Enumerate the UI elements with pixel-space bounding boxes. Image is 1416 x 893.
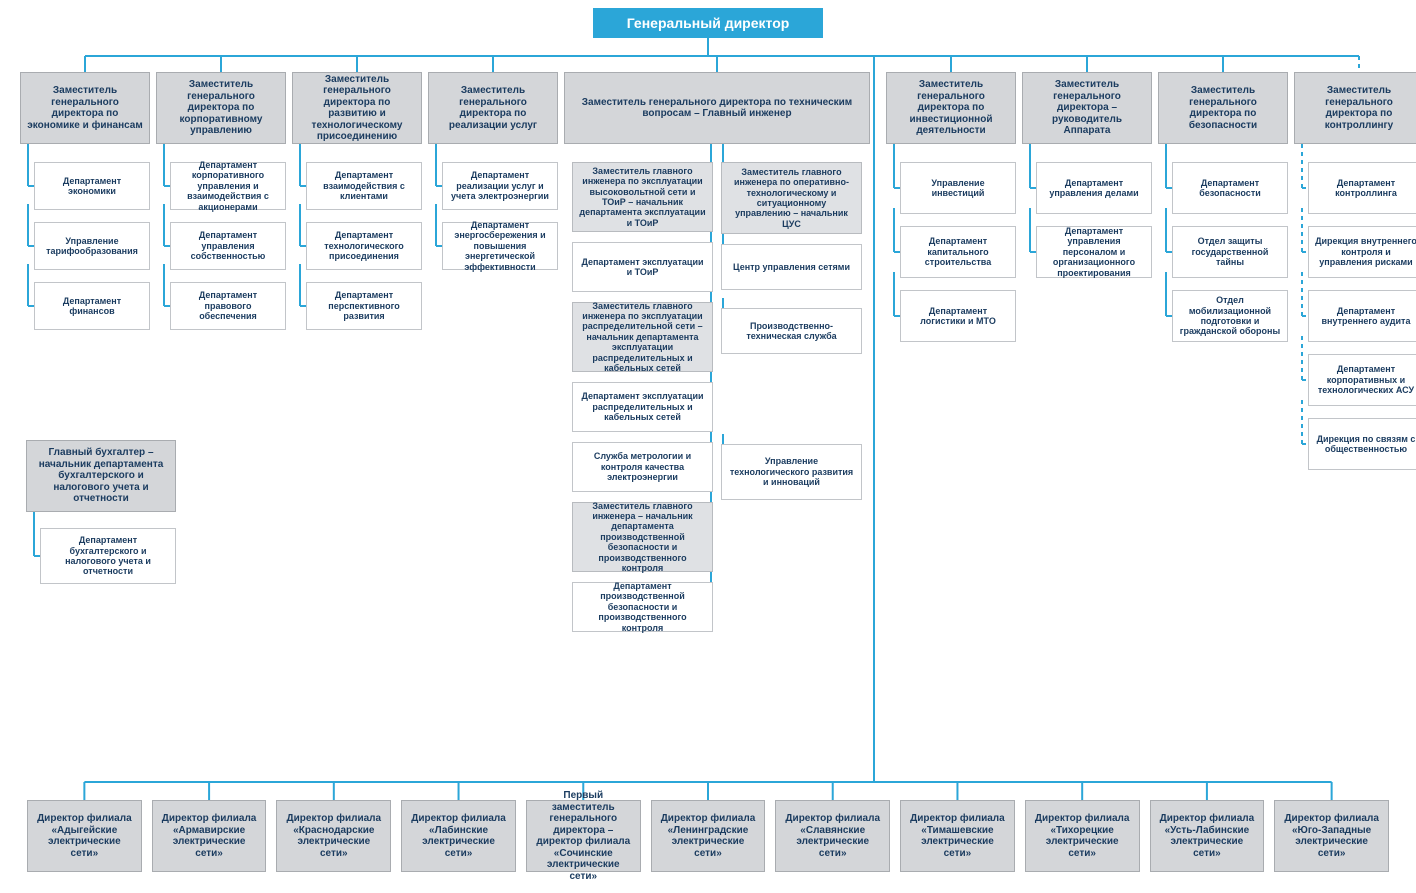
- branch-8: Директор филиала «Тихорецкие электрическ…: [1025, 800, 1140, 872]
- branch-5: Директор филиала «Ленинградские электрич…: [651, 800, 766, 872]
- branch-9: Директор филиала «Усть-Лабинские электри…: [1150, 800, 1265, 872]
- branch-7: Директор филиала «Тимашевские электричес…: [900, 800, 1015, 872]
- dept-r-2-2: Отдел мобилизационной подготовки и гражд…: [1172, 290, 1288, 342]
- dept-3-0: Департамент реализации услуг и учета эле…: [442, 162, 558, 210]
- dept-2-2: Департамент перспективного развития: [306, 282, 422, 330]
- dept-1-0: Департамент корпоративного управления и …: [170, 162, 286, 210]
- dept-0-1: Управление тарифообразования: [34, 222, 150, 270]
- branch-6: Директор филиала «Славянские электрическ…: [775, 800, 890, 872]
- root: Генеральный директор: [593, 8, 823, 38]
- deputy-r-3: Заместитель генерального директора по ко…: [1294, 72, 1416, 144]
- dept-r-2-0: Департамент безопасности: [1172, 162, 1288, 214]
- branch-0: Директор филиала «Адыгейские электрическ…: [27, 800, 142, 872]
- deputy-r-0: Заместитель генерального директора по ин…: [886, 72, 1016, 144]
- eng-left-6: Департамент производственной безопасност…: [572, 582, 713, 632]
- deputy-r-2: Заместитель генерального директора по бе…: [1158, 72, 1288, 144]
- branch-1: Директор филиала «Армавирские электричес…: [152, 800, 267, 872]
- dept-2-0: Департамент взаимодействия с клиентами: [306, 162, 422, 210]
- eng-right-1: Центр управления сетями: [721, 244, 862, 290]
- dept-r-3-0: Департамент контроллинга: [1308, 162, 1416, 214]
- eng-left-4: Служба метрологии и контроля качества эл…: [572, 442, 713, 492]
- deputy-1: Заместитель генерального директора по ко…: [156, 72, 286, 144]
- branch-2: Директор филиала «Краснодарские электрич…: [276, 800, 391, 872]
- dept-r-1-0: Департамент управления делами: [1036, 162, 1152, 214]
- dept-0-2: Департамент финансов: [34, 282, 150, 330]
- eng-left-0: Заместитель главного инженера по эксплуа…: [572, 162, 713, 232]
- eng-right-0: Заместитель главного инженера по операти…: [721, 162, 862, 234]
- dept-3-1: Департамент энергосбережения и повышения…: [442, 222, 558, 270]
- chief-accountant: Главный бухгалтер – начальник департамен…: [26, 440, 176, 512]
- deputy-2: Заместитель генерального директора по ра…: [292, 72, 422, 144]
- dept-r-3-2: Департамент внутреннего аудита: [1308, 290, 1416, 342]
- dept-r-1-1: Департамент управления персоналом и орга…: [1036, 226, 1152, 278]
- eng-left-2: Заместитель главного инженера по эксплуа…: [572, 302, 713, 372]
- dept-r-0-1: Департамент капитального строительства: [900, 226, 1016, 278]
- eng-left-1: Департамент эксплуатации и ТОиР: [572, 242, 713, 292]
- dept-0-0: Департамент экономики: [34, 162, 150, 210]
- accountant-dept: Департамент бухгалтерского и налогового …: [40, 528, 176, 584]
- dept-1-2: Департамент правового обеспечения: [170, 282, 286, 330]
- deputy-0: Заместитель генерального директора по эк…: [20, 72, 150, 144]
- dept-r-2-1: Отдел защиты государственной тайны: [1172, 226, 1288, 278]
- eng-right-3: Управление технологического развития и и…: [721, 444, 862, 500]
- dept-2-1: Департамент технологического присоединен…: [306, 222, 422, 270]
- branch-3: Директор филиала «Лабинские электрически…: [401, 800, 516, 872]
- org-chart: Генеральный директор Заместитель генераль…: [0, 0, 1416, 893]
- branch-10: Директор филиала «Юго-Западные электриче…: [1274, 800, 1389, 872]
- eng-left-5: Заместитель главного инженера – начальни…: [572, 502, 713, 572]
- deputy-r-1: Заместитель генерального директора – рук…: [1022, 72, 1152, 144]
- deputy-3: Заместитель генерального директора по ре…: [428, 72, 558, 144]
- dept-r-0-2: Департамент логистики и МТО: [900, 290, 1016, 342]
- dept-r-3-1: Дирекция внутреннего контроля и управлен…: [1308, 226, 1416, 278]
- eng-right-2: Производственно-техническая служба: [721, 308, 862, 354]
- chief-engineer: Заместитель генерального директора по те…: [564, 72, 870, 144]
- dept-r-3-4: Дирекция по связям с общественностью: [1308, 418, 1416, 470]
- dept-1-1: Департамент управления собственностью: [170, 222, 286, 270]
- dept-r-3-3: Департамент корпоративных и технологичес…: [1308, 354, 1416, 406]
- eng-left-3: Департамент эксплуатации распределительн…: [572, 382, 713, 432]
- dept-r-0-0: Управление инвестиций: [900, 162, 1016, 214]
- branch-4: Первый заместитель генерального директор…: [526, 800, 641, 872]
